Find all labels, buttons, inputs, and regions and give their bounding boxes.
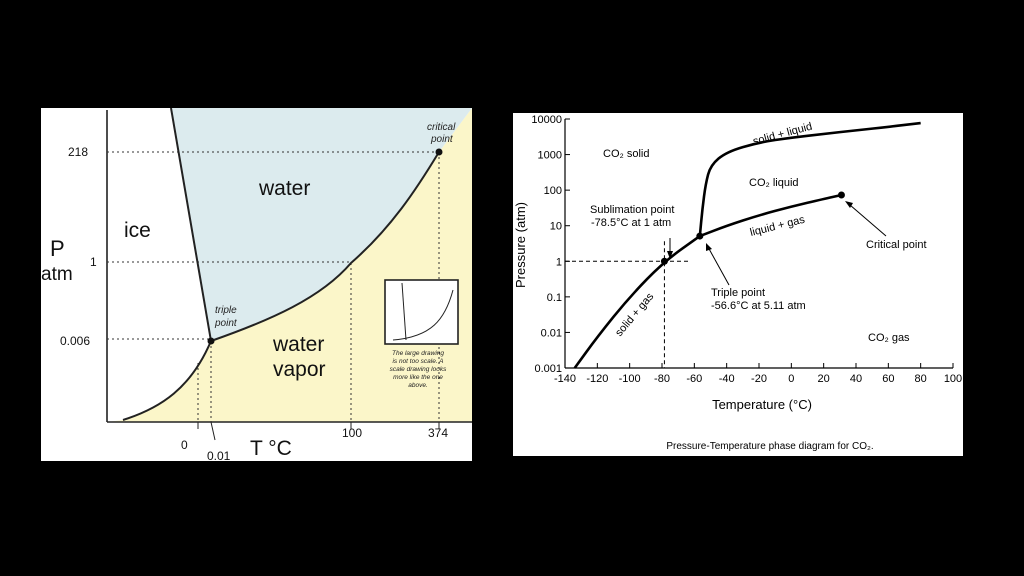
liquid-gas-curve	[699, 193, 842, 238]
vapor-region	[107, 108, 472, 422]
x-tick-marks	[197, 421, 440, 441]
x-tick-label: -80	[654, 373, 670, 385]
y-tick-1: 1	[90, 255, 97, 269]
water-phase-diagram: ice water water vapor P atm T °C 218 1 0…	[41, 108, 472, 461]
solid-gas-curve	[573, 235, 701, 369]
triple-point	[696, 232, 704, 240]
melting-curve	[170, 108, 212, 342]
x-axis-title: Temperature (°C)	[712, 397, 812, 412]
sublimation-point	[660, 257, 668, 265]
x-tick-001: 0.01	[207, 449, 231, 461]
x-tick-label: 80	[915, 373, 927, 385]
label-co2-liquid: CO₂ liquid	[749, 177, 799, 189]
x-tick-0: 0	[181, 438, 188, 452]
label-critical: Critical point	[866, 239, 927, 251]
label-solid-gas: solid + gas	[613, 290, 657, 339]
label-triple-2: -56.6°C at 5.11 atm	[711, 300, 806, 312]
critical-point	[837, 191, 845, 199]
x-tick-label: -100	[619, 373, 641, 385]
scale-inset	[384, 279, 459, 345]
chart-caption: Pressure-Temperature phase diagram for C…	[666, 441, 873, 452]
co2-chart-svg: -140 -120 -100 -80 -60 -40 -20 0 20 40 60 80 1001000…	[513, 114, 962, 452]
y-tick-label: 10000	[531, 114, 562, 126]
y-tick-label: 0.01	[541, 327, 562, 339]
y-tick-label: 100	[544, 185, 562, 197]
water-triple-point	[207, 337, 215, 345]
label-co2-gas: CO₂ gas	[868, 332, 910, 344]
label-liquid-gas: liquid + gas	[749, 214, 807, 239]
x-tick-100: 100	[342, 426, 362, 440]
x-tick-label: -140	[554, 373, 576, 385]
x-tick-374: 374	[428, 426, 448, 440]
y-tick-label: 10	[550, 221, 562, 233]
label-sublimation-2: -78.5°C at 1 atm	[591, 217, 671, 229]
label-water: water	[258, 177, 310, 200]
y-tick-label: 0.1	[547, 292, 562, 304]
points-layer	[660, 191, 845, 265]
annotation-arrows	[669, 204, 887, 286]
co2-phase-diagram: -140 -120 -100 -80 -60 -40 -20 0 20 40 60 80 100 1000…	[513, 113, 963, 456]
label-water-vapor-1: water	[272, 333, 324, 356]
inset-note-line2: is not too scale. A	[392, 358, 443, 365]
critical-point-label-2: point	[430, 134, 454, 145]
axis-label-p: P	[50, 236, 65, 261]
y-tick-label: 1	[556, 256, 562, 268]
label-water-vapor-2: vapor	[273, 358, 326, 381]
x-tick-label: -20	[751, 373, 767, 385]
critical-point-label-1: critical	[427, 122, 456, 133]
vaporization-curve	[210, 151, 440, 342]
y-tick-0006: 0.006	[60, 334, 90, 348]
label-ice: ice	[124, 219, 151, 242]
ticks-layer: -140 -120 -100 -80 -60 -40 -20 0 20 40 60 80 1001000…	[531, 114, 962, 385]
curves-layer	[573, 121, 921, 369]
y-tick-218: 218	[68, 145, 88, 159]
triple-point-label-1: triple	[215, 305, 237, 316]
arrowheads	[667, 201, 853, 259]
x-tick-label: -120	[586, 373, 608, 385]
inset-note-line4: more like the one	[393, 374, 443, 381]
x-tick-label: 20	[818, 373, 830, 385]
liquid-region	[171, 108, 472, 341]
inset-note: The large drawing is not too scale. A sc…	[390, 350, 447, 389]
inset-note-line1: The large drawing	[392, 350, 444, 357]
solid-liquid-curve	[698, 121, 921, 237]
y-tick-label: 1000	[538, 150, 562, 162]
label-sublimation-1: Sublimation point	[590, 204, 674, 216]
x-tick-label: 0	[788, 373, 794, 385]
y-axis-title: Pressure (atm)	[513, 202, 528, 288]
inset-note-line3: scale drawing looks	[390, 366, 447, 373]
x-tick-label: -60	[686, 373, 702, 385]
label-solid-liquid: solid + liquid	[752, 121, 814, 148]
guides-layer	[565, 241, 690, 368]
y-tick-label: 0.001	[534, 363, 562, 375]
water-diagram-svg: ice water water vapor P atm T °C 218 1 0…	[41, 108, 472, 461]
axis-label-t: T °C	[250, 437, 292, 460]
x-tick-label: -40	[719, 373, 735, 385]
x-tick-label: 40	[850, 373, 862, 385]
axis-label-atm: atm	[41, 264, 73, 285]
label-triple-1: Triple point	[711, 287, 765, 299]
label-co2-solid: CO₂ solid	[603, 148, 649, 160]
water-critical-point	[435, 148, 443, 156]
x-tick-label: 60	[882, 373, 894, 385]
inset-note-line5: above.	[408, 382, 428, 389]
triple-point-label-2: point	[214, 318, 238, 329]
sublimation-curve	[122, 340, 212, 421]
x-tick-label: 100	[944, 373, 962, 385]
